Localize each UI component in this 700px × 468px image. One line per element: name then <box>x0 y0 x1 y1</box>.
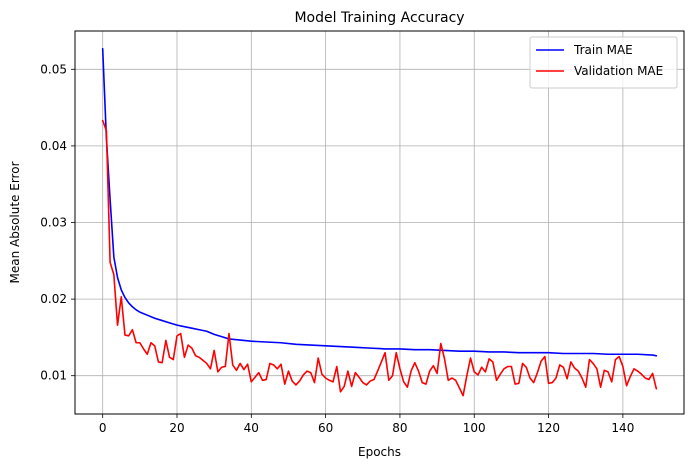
legend-box <box>529 36 678 89</box>
series-line-validation-mae <box>101 119 658 397</box>
x-tick-label: 0 <box>99 421 107 435</box>
legend-label-validation-mae: Validation MAE <box>574 64 663 78</box>
legend-label-train-mae: Train MAE <box>573 43 633 57</box>
series-line-train-mae <box>101 47 658 357</box>
x-tick-label: 120 <box>537 421 560 435</box>
y-tick-label: 0.01 <box>40 369 67 383</box>
y-tick-label: 0.02 <box>40 292 67 306</box>
x-tick-label: 100 <box>463 421 486 435</box>
series-layer <box>101 47 658 397</box>
x-axis-label: Epochs <box>358 445 401 459</box>
ticks: 0 20 40 60 80 100 120 140 0.01 0.02 0.03 0.04 0.05 <box>40 62 634 435</box>
chart-title: Model Training Accuracy <box>294 10 464 26</box>
x-tick-label: 60 <box>318 421 333 435</box>
x-tick-label: 80 <box>392 421 407 435</box>
grid <box>75 31 684 414</box>
y-tick-label: 0.03 <box>40 216 67 230</box>
y-axis-label: Mean Absolute Error <box>8 161 22 283</box>
legend: Train MAE Validation MAE <box>529 36 678 89</box>
y-tick-label: 0.04 <box>40 139 67 153</box>
y-tick-label: 0.05 <box>40 62 67 76</box>
x-tick-label: 40 <box>244 421 259 435</box>
x-tick-label: 20 <box>169 421 184 435</box>
x-tick-label: 140 <box>611 421 634 435</box>
